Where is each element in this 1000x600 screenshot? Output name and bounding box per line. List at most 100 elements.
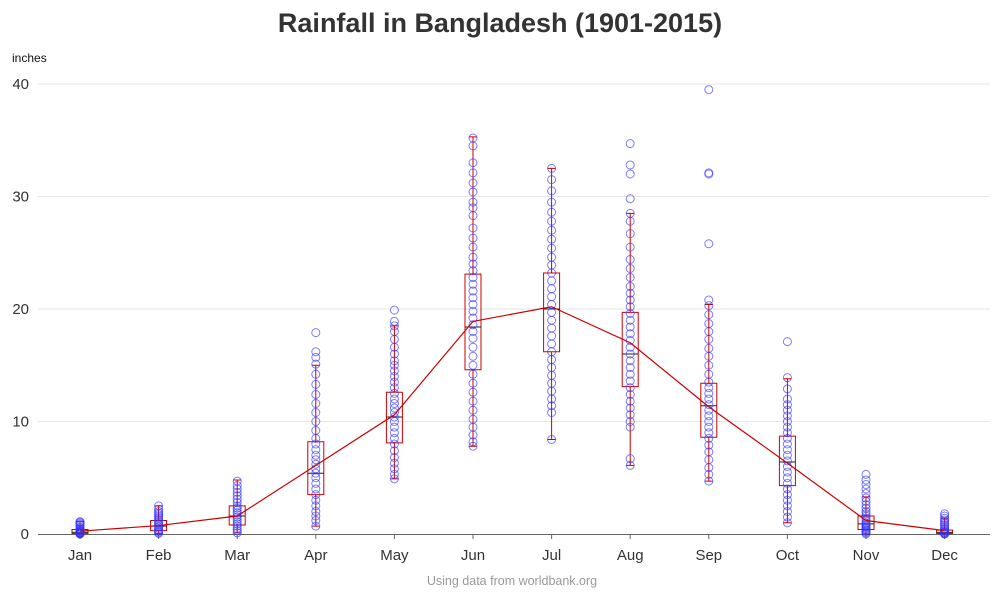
data-point <box>547 243 557 253</box>
data-point <box>625 356 635 366</box>
data-point <box>154 501 164 511</box>
data-point <box>468 414 478 424</box>
data-point <box>311 478 321 488</box>
data-point <box>625 229 635 239</box>
data-point <box>625 139 635 149</box>
box-iqr <box>778 435 796 487</box>
data-point <box>389 377 399 387</box>
data-point <box>625 282 635 291</box>
data-point <box>468 242 478 252</box>
data-point <box>704 369 714 379</box>
points-jan <box>75 517 85 539</box>
data-point <box>468 351 478 361</box>
data-point <box>625 329 635 339</box>
x-tick-label: May <box>380 547 409 564</box>
data-point <box>232 517 242 527</box>
data-point <box>861 489 871 498</box>
data-point <box>704 400 714 410</box>
data-point <box>704 295 714 305</box>
data-point <box>704 319 714 329</box>
data-point <box>782 467 792 477</box>
chart-title: Rainfall in Bangladesh (1901-2015) <box>277 8 723 38</box>
data-point <box>232 498 242 507</box>
x-tick-label: Jul <box>542 547 561 564</box>
data-point <box>311 501 321 511</box>
data-point <box>468 333 478 343</box>
x-tick-label: Sep <box>695 547 722 564</box>
data-point <box>547 323 557 333</box>
x-tick-label: Jun <box>461 547 485 564</box>
data-point <box>704 440 714 450</box>
data-point <box>311 450 321 460</box>
data-point <box>940 509 950 519</box>
data-point <box>468 441 478 451</box>
data-point <box>311 445 321 455</box>
data-point <box>311 439 321 449</box>
points-nov <box>861 469 871 539</box>
data-point <box>625 417 635 426</box>
data-point <box>625 288 635 298</box>
data-point <box>232 476 242 486</box>
data-point <box>311 521 321 531</box>
data-point <box>468 369 478 379</box>
data-point <box>311 417 321 426</box>
data-point <box>625 264 635 273</box>
box-jul <box>543 167 561 440</box>
x-tick-label: Dec <box>931 547 958 564</box>
data-point <box>547 207 557 217</box>
data-point <box>311 426 321 435</box>
data-point <box>625 273 635 282</box>
data-point <box>311 490 321 500</box>
x-tick-label: Jan <box>68 547 92 564</box>
data-point <box>782 417 792 426</box>
data-point <box>311 473 321 483</box>
data-point <box>782 400 792 410</box>
data-point <box>468 320 478 330</box>
x-tick-label: Feb <box>146 547 172 564</box>
data-point <box>625 255 635 264</box>
data-point <box>547 186 557 196</box>
box-iqr <box>543 272 561 353</box>
data-point <box>782 450 792 460</box>
data-point <box>547 276 557 286</box>
data-point <box>468 306 478 316</box>
data-point <box>782 478 792 488</box>
data-point <box>232 487 242 497</box>
data-point <box>625 403 635 413</box>
points-feb <box>154 501 164 538</box>
data-point <box>232 521 242 531</box>
data-point <box>547 252 557 262</box>
data-point <box>311 507 321 516</box>
data-point <box>468 178 478 188</box>
data-point <box>311 379 321 389</box>
data-point <box>389 417 399 426</box>
data-point <box>704 85 714 95</box>
x-tick-label: Mar <box>224 547 250 564</box>
data-point <box>782 384 792 394</box>
data-point <box>547 216 557 226</box>
box-may <box>385 325 403 480</box>
data-point <box>547 163 557 173</box>
data-point <box>704 417 714 426</box>
data-point <box>782 433 792 443</box>
mean-line <box>79 306 945 532</box>
data-point <box>468 387 478 397</box>
data-point <box>547 197 557 207</box>
data-point <box>389 366 399 376</box>
data-point <box>232 519 242 529</box>
box-apr <box>307 364 325 527</box>
data-point <box>704 422 714 432</box>
data-point <box>311 347 321 357</box>
data-point <box>625 169 635 179</box>
box-jun <box>464 136 482 447</box>
data-point <box>547 408 557 417</box>
data-point <box>311 484 321 494</box>
data-point <box>782 445 792 455</box>
data-point <box>547 339 557 349</box>
data-point <box>861 484 871 494</box>
data-point <box>232 503 242 513</box>
data-point <box>704 168 714 178</box>
data-point <box>861 500 871 510</box>
points-jul <box>547 163 557 444</box>
data-point <box>389 360 399 370</box>
